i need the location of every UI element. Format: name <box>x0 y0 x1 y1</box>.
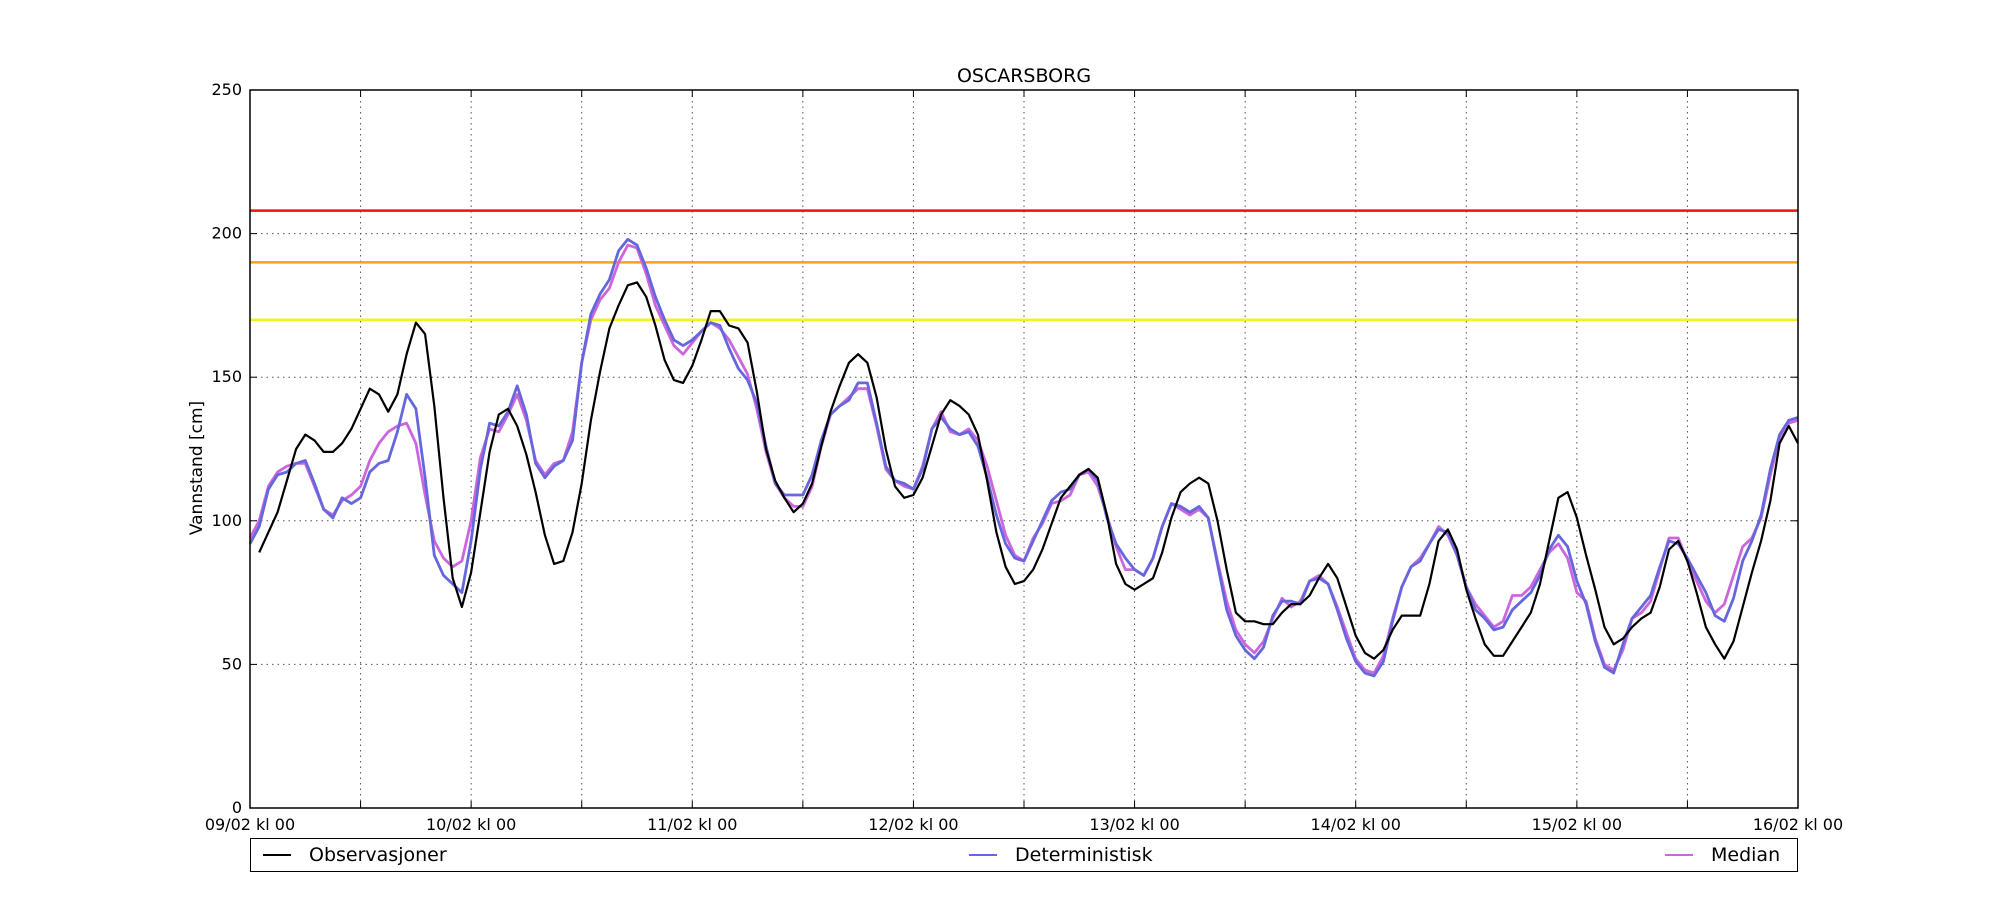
threshold-lines <box>250 209 1798 322</box>
legend-label-observasjoner: Observasjoner <box>309 844 447 866</box>
series-line-deterministisk <box>248 237 1799 678</box>
x-tick-label: 10/02 kl 00 <box>426 815 516 834</box>
series-line-observasjoner <box>258 281 1799 660</box>
legend-label-deterministisk: Deterministisk <box>1015 844 1153 866</box>
y-axis-ticks: 0 50 100 150 200 250 <box>211 80 1798 817</box>
chart-title: OSCARSBORG <box>957 65 1091 87</box>
x-tick-label: 16/02 kl 00 <box>1753 815 1843 834</box>
legend-item-observasjoner: Observasjoner <box>263 839 447 871</box>
legend-item-median: Median <box>1665 839 1780 871</box>
y-tick-label: 250 <box>211 80 242 99</box>
y-tick-label: 150 <box>211 367 242 386</box>
grid-lines <box>250 90 1798 808</box>
y-tick-label: 200 <box>211 224 242 243</box>
legend-swatch-observasjoner <box>263 854 291 856</box>
x-tick-label: 13/02 kl 00 <box>1089 815 1179 834</box>
x-tick-label: 09/02 kl 00 <box>205 815 295 834</box>
y-tick-label: 0 <box>232 798 242 817</box>
legend-label-median: Median <box>1711 844 1781 866</box>
x-axis-ticks: 09/02 kl 00 10/02 kl 00 11/02 kl 00 12/02 k… <box>205 90 1843 834</box>
legend-item-deterministisk: Deterministisk <box>969 839 1153 871</box>
legend-swatch-median <box>1665 854 1693 856</box>
y-tick-label: 100 <box>211 511 242 530</box>
x-tick-label: 15/02 kl 00 <box>1532 815 1622 834</box>
y-tick-label: 50 <box>222 654 242 673</box>
x-tick-label: 12/02 kl 00 <box>868 815 958 834</box>
x-tick-label: 14/02 kl 00 <box>1311 815 1401 834</box>
legend-swatch-deterministisk <box>969 854 997 856</box>
series-lines <box>248 237 1799 678</box>
y-axis-label: Vannstand [cm] <box>187 401 207 535</box>
legend: Observasjoner Deterministisk Median <box>250 838 1798 872</box>
x-tick-label: 11/02 kl 00 <box>647 815 737 834</box>
